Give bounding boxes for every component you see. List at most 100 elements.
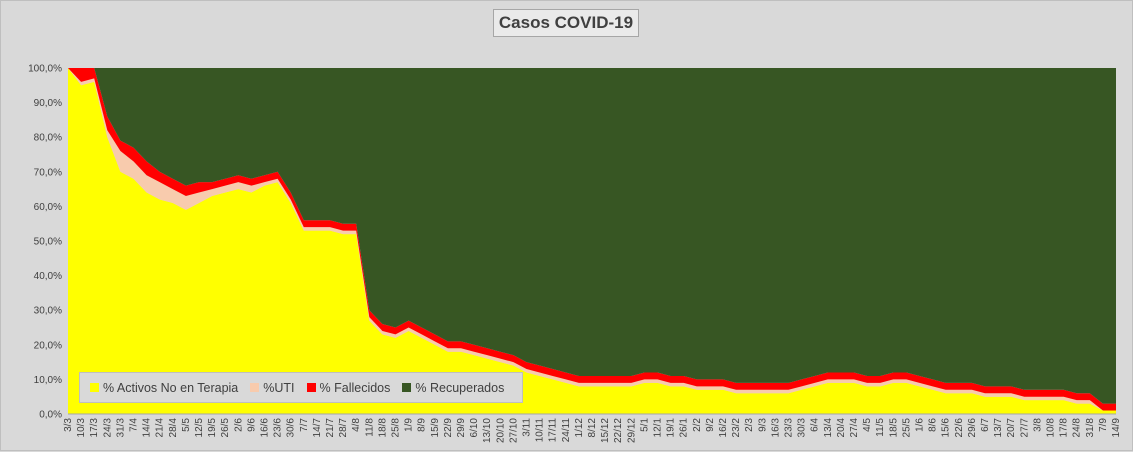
x-tick-label: 14/7 <box>312 418 323 438</box>
x-tick-label: 16/3 <box>770 418 781 438</box>
x-tick-label: 10/11 <box>535 418 546 443</box>
x-tick-label: 1/9 <box>404 418 415 432</box>
x-tick-label: 9/2 <box>705 418 716 432</box>
x-tick-label: 4/5 <box>862 418 873 432</box>
x-tick-label: 2/2 <box>692 418 703 432</box>
x-tick-label: 9/6 <box>246 418 257 432</box>
x-tick-label: 6/7 <box>980 418 991 432</box>
chart-title: Casos COVID-19 <box>493 9 639 37</box>
x-tick-label: 18/5 <box>888 418 899 438</box>
x-tick-label: 8/9 <box>417 418 428 432</box>
x-tick-label: 25/8 <box>391 418 402 438</box>
legend: % Activos No en Terapia %UTI % Fallecido… <box>79 372 523 403</box>
legend-item-recuperados: % Recuperados <box>402 381 504 395</box>
series-area-3 <box>68 68 1116 404</box>
x-tick-label: 8/6 <box>928 418 939 432</box>
x-tick-label: 12/1 <box>653 418 664 438</box>
legend-item-activos: % Activos No en Terapia <box>90 381 238 395</box>
x-tick-label: 29/6 <box>967 418 978 438</box>
y-tick-label: 90,0% <box>34 98 62 109</box>
x-tick-label: 20/4 <box>836 418 847 438</box>
x-tick-label: 10/8 <box>1046 418 1057 438</box>
x-tick-label: 5/5 <box>181 418 192 432</box>
y-tick-label: 100,0% <box>28 64 62 75</box>
x-tick-label: 21/7 <box>325 418 336 438</box>
x-tick-label: 18/8 <box>377 418 388 438</box>
x-tick-label: 2/3 <box>744 418 755 432</box>
x-tick-label: 30/3 <box>797 418 808 438</box>
x-tick-label: 13/7 <box>993 418 1004 438</box>
x-tick-label: 16/2 <box>718 418 729 438</box>
x-tick-label: 13/4 <box>823 418 834 438</box>
x-tick-label: 21/4 <box>155 418 166 438</box>
y-tick-label: 60,0% <box>34 202 62 213</box>
legend-swatch-activos <box>90 383 99 392</box>
x-tick-label: 17/11 <box>548 418 559 443</box>
x-tick-label: 7/9 <box>1098 418 1109 432</box>
x-tick-label: 9/3 <box>757 418 768 432</box>
x-tick-label: 31/8 <box>1085 418 1096 438</box>
x-tick-label: 15/9 <box>430 418 441 438</box>
y-tick-label: 20,0% <box>34 340 62 351</box>
x-tick-label: 19/5 <box>207 418 218 438</box>
x-tick-label: 14/9 <box>1111 418 1122 438</box>
x-tick-label: 17/8 <box>1059 418 1070 438</box>
x-tick-label: 7/7 <box>299 418 310 432</box>
legend-item-uti: %UTI <box>250 380 295 395</box>
x-tick-label: 20/7 <box>1006 418 1017 438</box>
x-tick-label: 3/8 <box>1032 418 1043 432</box>
x-tick-label: 13/10 <box>482 418 493 443</box>
plot-area <box>68 68 1116 414</box>
x-tick-label: 24/3 <box>102 418 113 438</box>
x-tick-label: 26/1 <box>679 418 690 438</box>
legend-label-uti: %UTI <box>263 380 295 395</box>
y-tick-label: 50,0% <box>34 237 62 248</box>
x-tick-label: 17/3 <box>89 418 100 438</box>
x-tick-label: 31/3 <box>115 418 126 438</box>
x-tick-label: 6/4 <box>810 418 821 432</box>
x-tick-label: 12/5 <box>194 418 205 438</box>
x-tick-label: 25/5 <box>901 418 912 438</box>
y-axis: 0,0% 10,0% 20,0% 30,0% 40,0% 50,0% 60,0% 70,0% 8… <box>28 64 62 421</box>
legend-swatch-recuperados <box>402 383 412 392</box>
legend-label-fallecidos: % Fallecidos <box>319 380 391 395</box>
y-tick-label: 30,0% <box>34 306 62 317</box>
x-tick-label: 24/11 <box>561 418 572 443</box>
x-tick-label: 5/1 <box>639 418 650 432</box>
legend-item-fallecidos: % Fallecidos <box>306 380 391 395</box>
x-tick-label: 2/6 <box>233 418 244 432</box>
x-tick-label: 23/6 <box>273 418 284 438</box>
x-tick-label: 29/9 <box>456 418 467 438</box>
y-tick-label: 70,0% <box>34 167 62 178</box>
x-tick-label: 8/12 <box>587 418 598 438</box>
x-tick-label: 27/10 <box>508 418 519 443</box>
x-tick-label: 28/7 <box>338 418 349 438</box>
x-tick-label: 3/3 <box>63 418 74 432</box>
x-tick-label: 26/5 <box>220 418 231 438</box>
x-tick-label: 22/6 <box>954 418 965 438</box>
x-tick-label: 24/8 <box>1072 418 1083 438</box>
x-tick-label: 30/6 <box>286 418 297 438</box>
x-axis: 3/3 10/3 17/3 24/3 31/3 7/4 14/4 21/4 28/4 5/5 12/… <box>63 413 1122 443</box>
x-tick-label: 23/3 <box>784 418 795 438</box>
x-tick-label: 1/6 <box>915 418 926 432</box>
legend-label-activos: % Activos No en Terapia <box>103 380 239 395</box>
x-tick-label: 15/6 <box>941 418 952 438</box>
x-tick-label: 27/4 <box>849 418 860 438</box>
x-tick-label: 7/4 <box>129 418 140 432</box>
x-tick-label: 16/6 <box>260 418 271 438</box>
x-tick-label: 3/11 <box>522 418 533 437</box>
x-tick-label: 11/8 <box>364 418 375 437</box>
x-tick-label: 27/7 <box>1019 418 1030 438</box>
x-tick-label: 22/9 <box>443 418 454 438</box>
x-tick-label: 1/12 <box>574 418 585 438</box>
x-tick-label: 4/8 <box>351 418 362 432</box>
legend-label-recuperados: % Recuperados <box>415 380 505 395</box>
x-tick-label: 22/12 <box>613 418 624 443</box>
x-tick-label: 14/4 <box>142 418 153 438</box>
x-tick-label: 28/4 <box>168 418 179 438</box>
series-area-0 <box>68 68 1116 414</box>
x-tick-label: 29/12 <box>626 418 637 443</box>
